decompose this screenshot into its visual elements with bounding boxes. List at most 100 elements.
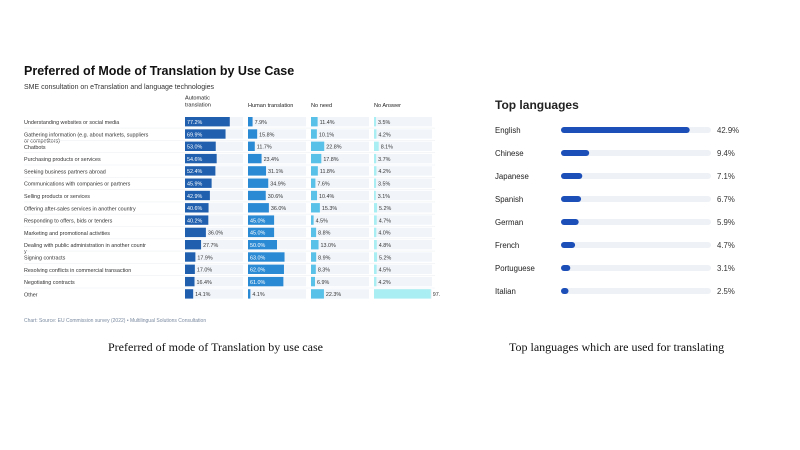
bar-track	[248, 215, 306, 225]
bar-value-label: 4.8%	[379, 243, 391, 249]
bar-track	[374, 190, 432, 201]
language-bar-3	[561, 196, 582, 202]
bar-track	[248, 141, 306, 151]
bar-value-label: 8.8%	[318, 231, 330, 237]
bar-track	[185, 252, 243, 262]
language-bar-6	[561, 265, 571, 271]
language-track	[561, 219, 711, 225]
bar-track	[374, 215, 432, 225]
bar-0-0	[185, 117, 230, 127]
bar-2-0	[311, 117, 318, 127]
bar-value-label: 4.0%	[378, 231, 390, 237]
bar-track	[374, 203, 432, 213]
bar-value-label: 22.3%	[326, 292, 341, 298]
category-label: Other	[24, 292, 38, 298]
series-header-3: No Answer	[374, 103, 401, 109]
bar-track	[248, 190, 306, 201]
bar-value-label: 52.4%	[187, 169, 202, 175]
language-label: German	[495, 218, 523, 227]
bar-value-label: 4.2%	[378, 132, 390, 138]
bar-1-1	[248, 129, 258, 139]
bar-track	[311, 153, 369, 164]
bar-1-9	[248, 227, 275, 238]
bar-value-label: 45.0%	[250, 218, 265, 224]
bar-track	[374, 141, 432, 151]
category-label: Gathering information (e.g. about market…	[24, 133, 149, 139]
bar-value-label: 36.0%	[208, 231, 223, 237]
bar-track	[374, 227, 432, 238]
bar-value-label: 17.0%	[197, 268, 212, 274]
bar-track	[374, 276, 432, 287]
bar-3-9	[374, 227, 377, 238]
bar-2-5	[311, 178, 316, 188]
bar-value-label: 40.2%	[187, 218, 202, 224]
bar-value-label: 5.2%	[379, 255, 391, 261]
bar-0-2	[185, 141, 216, 151]
bar-0-7	[185, 203, 209, 213]
bar-1-13	[248, 276, 284, 287]
language-bar-2	[561, 173, 583, 179]
bar-0-5	[185, 178, 212, 188]
bar-3-7	[374, 203, 378, 213]
bar-2-13	[311, 276, 316, 287]
bar-track	[374, 166, 432, 176]
language-bar-0	[561, 127, 690, 133]
bar-track	[185, 190, 243, 201]
bar-track	[374, 264, 432, 274]
category-label: Purchasing products or services	[24, 157, 101, 163]
bar-track	[374, 240, 432, 250]
bar-3-4	[374, 166, 377, 176]
language-track	[561, 242, 711, 248]
bar-3-5	[374, 178, 377, 188]
use-case-chart: Preferred of Mode of Translation by Use …	[20, 60, 440, 330]
bar-3-0	[374, 117, 377, 127]
bar-3-11	[374, 252, 378, 262]
bar-0-14	[185, 289, 194, 299]
category-label: Negotiating contracts	[24, 280, 75, 286]
bar-track	[311, 276, 369, 287]
series-header-0: Automatic	[185, 96, 210, 102]
bar-2-1	[311, 129, 317, 139]
bar-track	[311, 178, 369, 188]
bar-value-label: 11.7%	[257, 145, 272, 151]
bar-value-label: 17.9%	[197, 255, 212, 261]
bar-track	[185, 227, 243, 238]
bar-track	[185, 289, 243, 299]
bar-3-14	[374, 289, 431, 299]
bar-track	[185, 203, 243, 213]
bar-track	[185, 178, 243, 188]
category-label: Selling products or services	[24, 194, 90, 200]
bar-value-label: 53.0%	[187, 145, 202, 151]
bar-value-label: 8.9%	[318, 255, 330, 261]
language-bar-7	[561, 288, 569, 294]
bar-value-label: 3.5%	[378, 182, 390, 188]
category-label: Seeking business partners abroad	[24, 169, 106, 175]
language-label: Japanese	[495, 172, 529, 181]
category-label-continued: y	[24, 249, 27, 255]
language-value: 7.1%	[717, 172, 735, 181]
bar-value-label: 54.6%	[187, 157, 202, 163]
bar-3-8	[374, 215, 377, 225]
bar-track	[248, 227, 306, 238]
bar-track	[185, 240, 243, 250]
bar-value-label: 8.1%	[381, 145, 393, 151]
use-case-chart-title: Preferred of Mode of Translation by Use …	[24, 64, 295, 78]
bar-value-label: 15.3%	[322, 206, 337, 212]
language-label: Spanish	[495, 195, 523, 204]
bar-2-2	[311, 141, 325, 151]
bar-1-12	[248, 264, 284, 274]
bar-value-label: 8.3%	[318, 268, 330, 274]
bar-track	[374, 129, 432, 139]
bar-3-1	[374, 129, 377, 139]
bar-track	[248, 289, 306, 299]
bar-track	[185, 215, 243, 225]
bar-track	[311, 289, 369, 299]
category-label: Communications with companies or partner…	[24, 182, 131, 188]
bar-track	[311, 240, 369, 250]
bar-1-3	[248, 153, 262, 164]
bar-2-12	[311, 264, 316, 274]
bar-3-13	[374, 276, 377, 287]
bar-value-label: 4.2%	[378, 280, 390, 286]
language-bar-5	[561, 242, 576, 248]
